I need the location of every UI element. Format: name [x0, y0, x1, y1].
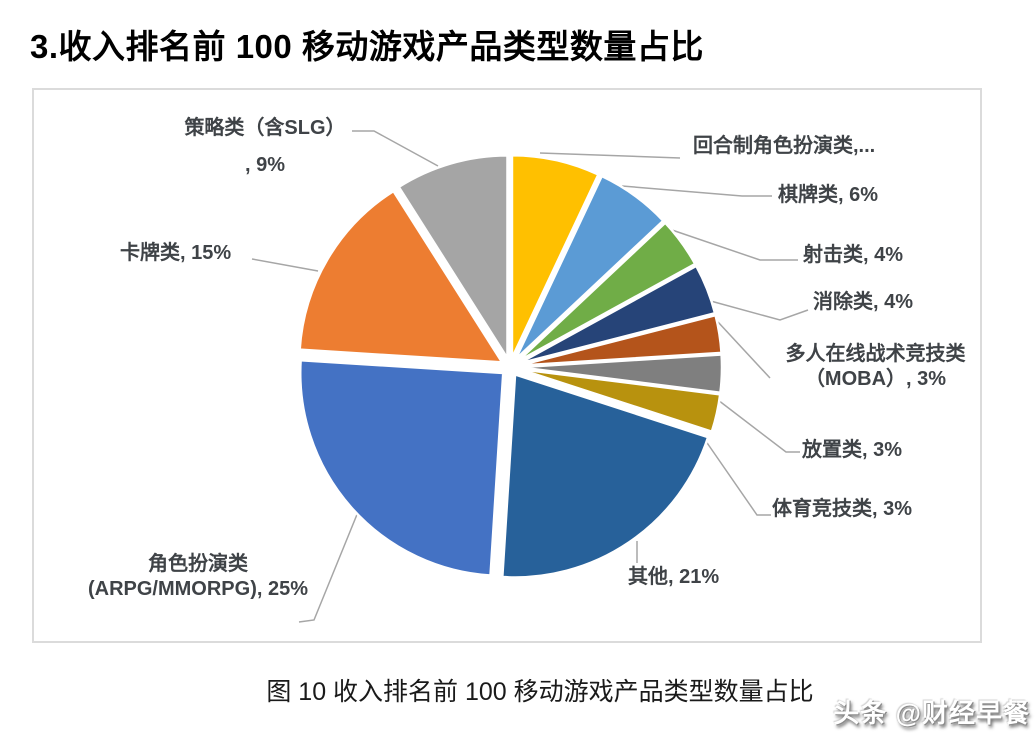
- leader-lines: [251, 130, 809, 623]
- pie-slice-match-3: [517, 264, 717, 365]
- leader-line-turn-based-rpg: [539, 152, 681, 159]
- slice-label-idle: 放置类, 3%: [802, 439, 903, 461]
- slice-label-other: 其他, 21%: [628, 566, 720, 588]
- slice-label-strategy: 策略类（含SLG） , 9%: [184, 117, 346, 176]
- figure-caption: 图 10 收入排名前 100 移动游戏产品类型数量占比: [266, 678, 814, 706]
- leader-line-sports: [702, 436, 771, 516]
- leader-line-rpg: [298, 511, 359, 623]
- slice-label-card: 卡牌类, 15%: [120, 242, 232, 264]
- pie-slice-strategy: [397, 154, 509, 360]
- pie-slice-board-card: [514, 174, 665, 361]
- pie-slice-idle: [517, 353, 724, 394]
- leader-line-moba: [717, 321, 771, 379]
- pie-slices: [298, 153, 724, 579]
- pie-slice-moba: [517, 313, 723, 367]
- slice-label-match-3: 消除类, 4%: [813, 291, 914, 313]
- slice-label-board-card: 棋牌类, 6%: [778, 184, 879, 206]
- pie-slice-sports: [517, 367, 722, 433]
- leader-line-strategy: [352, 130, 439, 167]
- slice-label-sports: 体育竞技类, 3%: [772, 498, 913, 520]
- leader-line-idle: [717, 399, 800, 453]
- pie-slice-card: [298, 189, 504, 364]
- leader-line-board-card: [621, 185, 772, 197]
- leader-line-match-3: [706, 299, 809, 321]
- pie-slice-rpg: [299, 358, 505, 577]
- slice-label-rpg: 角色扮演类 (ARPG/MMORPG), 25%: [87, 553, 309, 600]
- pie-slice-shooter: [516, 221, 697, 363]
- pie-slice-turn-based-rpg: [510, 153, 600, 360]
- watermark: 头条 @财经早餐: [833, 698, 1030, 728]
- slice-label-turn-based-rpg: 回合制角色扮演类,...: [693, 135, 876, 157]
- slice-label-moba: 多人在线战术竞技类 （MOBA）, 3%: [785, 343, 966, 390]
- leader-line-shooter: [671, 229, 798, 261]
- slice-label-shooter: 射击类, 4%: [803, 244, 904, 266]
- pie-slice-other: [501, 373, 710, 579]
- page-title: 3.收入排名前 100 移动游戏产品类型数量占比: [30, 28, 704, 65]
- leader-line-card: [251, 258, 319, 272]
